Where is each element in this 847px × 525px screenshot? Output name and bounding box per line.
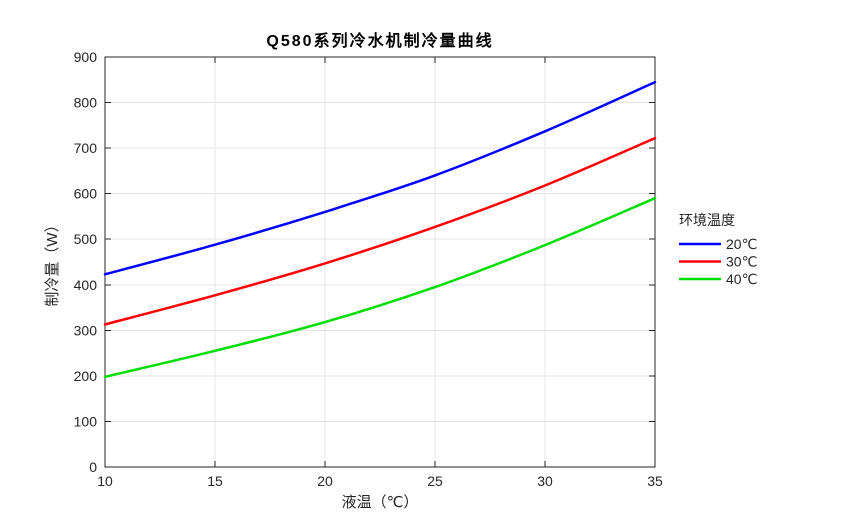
- plot-border: [104, 56, 656, 468]
- y-tick-label: 500: [74, 231, 98, 247]
- legend-label-30℃: 30℃: [726, 254, 757, 270]
- y-tick-label: 800: [74, 95, 98, 111]
- series-line-20℃: [103, 80, 657, 276]
- series-lines: [103, 80, 657, 379]
- x-tick-label: 25: [427, 473, 443, 489]
- legend-label-40℃: 40℃: [726, 271, 757, 287]
- y-tick-label: 600: [74, 186, 98, 202]
- legend-label-20℃: 20℃: [726, 236, 757, 252]
- x-tick-label: 35: [647, 473, 663, 489]
- x-axis-label: 液温（℃）: [342, 494, 419, 511]
- series-line-40℃: [103, 196, 657, 379]
- legend: 环境温度 20℃ 30℃40℃: [679, 212, 757, 287]
- y-tick-label: 400: [74, 277, 98, 293]
- x-tick-label: 10: [97, 473, 113, 489]
- y-axis-label: 制冷量（W）: [44, 217, 61, 306]
- y-tick-label: 200: [74, 368, 98, 384]
- y-tick-label: 100: [74, 413, 98, 429]
- y-tick-label: 700: [74, 140, 98, 156]
- y-tick-label: 900: [74, 49, 98, 65]
- legend-title: 环境温度: [679, 212, 735, 228]
- x-tick-label: 30: [537, 473, 553, 489]
- y-tick-label: 300: [74, 322, 98, 338]
- series-line-30℃: [103, 136, 657, 326]
- x-tick-label: 15: [207, 473, 223, 489]
- x-tick-label: 20: [317, 473, 333, 489]
- y-tick-label: 0: [89, 459, 97, 475]
- chart-title: Q580系列冷水机制冷量曲线: [266, 31, 493, 50]
- tick-labels: 0 100 200 300 400 500 600 700 800 900 10 15 20 25 30 35: [74, 49, 663, 489]
